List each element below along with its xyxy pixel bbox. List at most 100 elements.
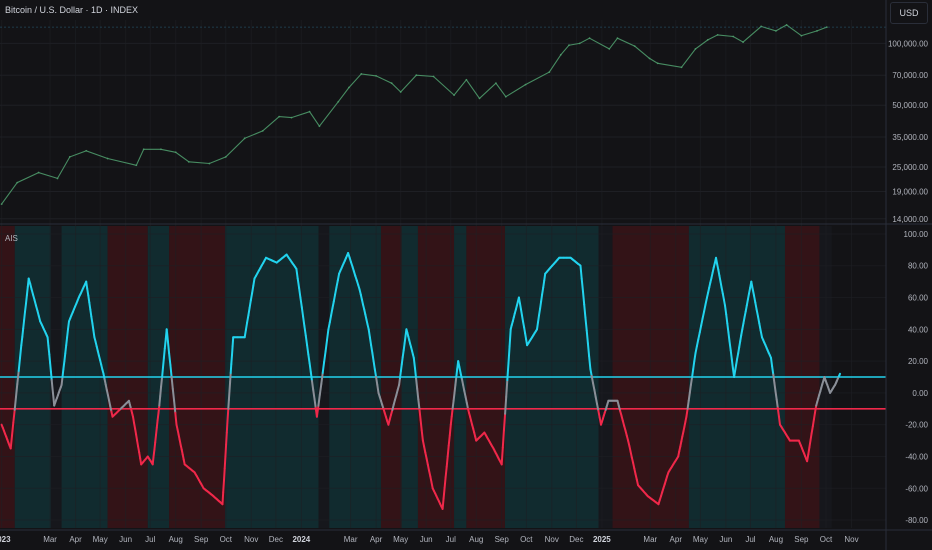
ais-segment [330,307,334,317]
ais-segment [536,321,539,331]
symbol-title[interactable]: Bitcoin / U.S. Dollar · 1D · INDEX [5,5,139,15]
ais-segment [430,481,434,490]
ais-segment [309,371,313,382]
ais-segment [685,407,689,418]
price-point [318,125,321,128]
ais-segment [590,375,594,384]
x-tick-label: Apr [370,535,383,544]
ais-segment [9,434,13,450]
ais-segment [155,419,159,429]
ais-segment [24,302,27,313]
price-point [243,137,246,140]
ais-segment [51,387,55,399]
ais-segment [156,412,160,422]
ais-segment [583,303,587,319]
x-tick-label: Jul [145,535,155,544]
ais-segment [429,475,433,484]
ais-segment [66,328,69,339]
price-point [37,171,40,174]
ais-segment [507,345,511,365]
ais-segment [312,388,316,400]
indicator-label[interactable]: AIS [5,234,18,243]
ais-segment [424,451,428,460]
ais-segment [725,313,729,325]
ais-segment [692,360,696,371]
ais-segment [428,469,432,478]
ais-segment [159,385,163,398]
ais-segment [398,377,401,386]
ais-segment [502,412,507,432]
price-point [187,160,190,163]
gridlines [0,20,886,528]
ais-segment [158,395,162,407]
ais-segment [720,286,724,295]
ais-segment [750,280,754,290]
ais-segment [759,329,763,339]
threshold-lines [0,376,886,410]
price-point [732,35,735,38]
ais-segment [726,322,730,334]
ais-segment [13,395,17,411]
price-point [348,86,350,89]
price-point [633,45,636,48]
ais-segment [777,415,781,426]
ais-segment [370,344,374,355]
ais-segment [248,299,252,309]
price-point [68,156,71,158]
ais-segment [336,272,341,282]
ais-segment [244,321,249,331]
ais-segment [811,418,815,428]
ais-segment [730,358,734,370]
ais-segment [295,267,299,280]
ais-segment [60,376,64,386]
ais-segment [224,443,228,458]
ais-segment [686,399,690,410]
ais-segment [743,310,747,319]
price-point [453,94,455,97]
price-tick-label: 35,000.00 [892,133,928,142]
ais-segment [740,328,744,337]
ais-segment [229,372,232,383]
ais-segment [332,293,337,303]
ais-segment [695,338,700,348]
ais-segment [593,388,597,398]
ais-segment [582,290,586,306]
price-point [816,30,818,32]
ais-tick-label: 60.00 [908,294,929,303]
ais-segment [22,319,26,330]
x-tick-label: Mar [43,535,57,544]
price-point [85,149,88,152]
price-point [478,97,481,100]
x-tick-label: May [693,535,708,544]
x-tick-label: Aug [169,535,183,544]
ais-segment [231,336,235,348]
x-tick-label: Jun [119,535,132,544]
ais-segment [225,419,229,434]
currency-button[interactable]: USD [890,2,928,24]
ais-segment [133,421,137,430]
ais-segment [580,277,584,293]
ais-segment [700,317,704,327]
ais-segment [719,280,723,289]
ais-segment [538,307,542,317]
price-point [524,83,527,86]
ais-segment [331,300,335,310]
ais-segment [770,356,774,368]
ais-segment [311,380,315,391]
ais-segment [745,298,749,307]
price-point [656,62,659,65]
ais-segment [223,467,226,482]
ais-segment [85,280,89,290]
ais-segment [315,404,320,418]
ais-segment [425,457,429,466]
ais-segment [717,268,721,277]
ais-segment [300,306,305,318]
ais-segment [326,328,330,342]
price-tick-label: 70,000.00 [892,71,928,80]
ais-segment [733,370,737,378]
ais-segment [838,372,841,377]
ais-segment [61,368,65,378]
ais-tick-label: 20.00 [908,357,929,366]
x-tick-label: Nov [244,535,258,544]
